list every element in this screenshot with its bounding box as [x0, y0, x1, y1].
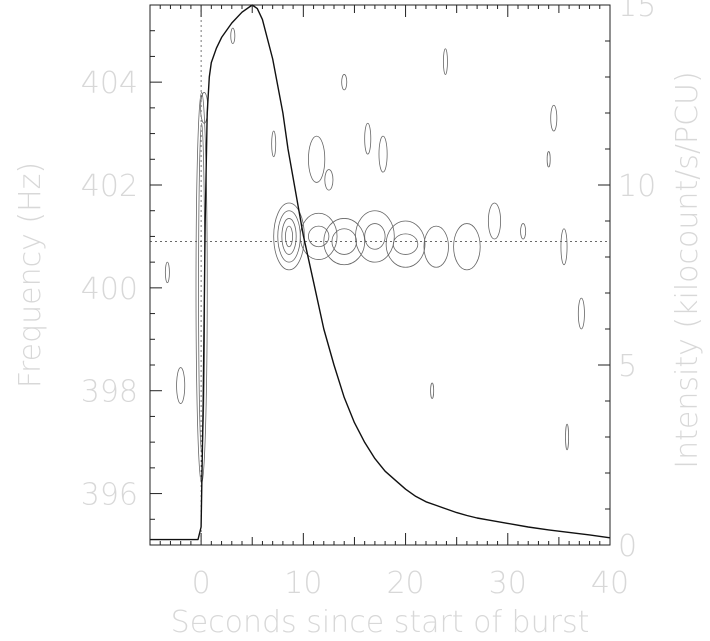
contour-ring-14-0: [341, 74, 348, 91]
contour-ring-0-0: [285, 225, 293, 248]
y-right-tick-label: 15: [618, 0, 656, 24]
x-tick-label: 40: [591, 566, 629, 601]
x-tick-label: 0: [192, 566, 211, 601]
y-axis-right-title: Intensity (kilocount/s/PCU): [670, 71, 705, 468]
contour-ring-3-0: [364, 223, 386, 250]
axis-ticks: [149, 4, 611, 546]
x-axis-title: Seconds since start of burst: [171, 605, 590, 640]
y-left-tick-label: 396: [81, 478, 138, 513]
y-right-tick-label: 5: [618, 349, 637, 384]
contour-ring-21-0: [442, 48, 448, 75]
reference-lines: [150, 5, 610, 545]
contour-ring-20-0: [230, 27, 236, 44]
y-axis-left-title: Frequency (Hz): [13, 162, 48, 388]
contour-ring-17-0: [308, 135, 326, 183]
contour-ring-4-1: [385, 220, 426, 268]
contour-ring-16-0: [378, 135, 388, 173]
contour-ring-12-0: [176, 367, 186, 404]
contour-ring-25-0: [430, 382, 435, 399]
contour-ring-23-0: [546, 151, 551, 168]
intensity-curve: [150, 4, 611, 541]
contour-ring-5-0: [423, 225, 449, 268]
y-left-tick-label: 400: [81, 272, 138, 307]
y-left-tick-label: 398: [81, 375, 138, 410]
contour-ring-10-1: [195, 92, 208, 484]
y-left-tick-label: 404: [81, 66, 138, 101]
x-tick-label: 20: [386, 566, 424, 601]
contour-ring-13-0: [164, 261, 170, 284]
intensity-curve-layer: [150, 4, 611, 541]
y-right-tick-label: 10: [618, 169, 656, 204]
contour-ring-26-0: [565, 423, 569, 451]
contour-ring-8-0: [520, 223, 527, 240]
contour-ring-15-0: [364, 122, 372, 155]
contour-ring-6-0: [453, 223, 481, 271]
contour-ring-22-0: [550, 104, 558, 132]
contour-ring-0-3: [273, 202, 305, 271]
contour-ring-24-0: [577, 297, 585, 330]
contour-ring-1-0: [308, 225, 330, 248]
contour-ring-19-0: [271, 130, 277, 158]
contour-layer: [164, 27, 585, 484]
y-left-tick-label: 402: [81, 169, 138, 204]
contour-ring-18-0: [324, 169, 334, 191]
contour-ring-3-1: [355, 210, 395, 263]
y-right-tick-label: 0: [618, 529, 637, 564]
contour-ring-9-0: [560, 228, 568, 266]
x-tick-label: 10: [284, 566, 322, 601]
contour-ring-7-0: [487, 202, 502, 240]
tick-labels: 0 10 20 30 40 396 398 400 402 404 0 5 10 15: [81, 0, 656, 601]
contour-ring-2-1: [323, 218, 366, 266]
plot-frame: [149, 4, 611, 546]
contour-ring-4-0: [392, 233, 419, 255]
x-tick-label: 30: [489, 566, 527, 601]
contour-ring-1-1: [299, 212, 338, 260]
contour-ring-0-1: [281, 218, 297, 255]
